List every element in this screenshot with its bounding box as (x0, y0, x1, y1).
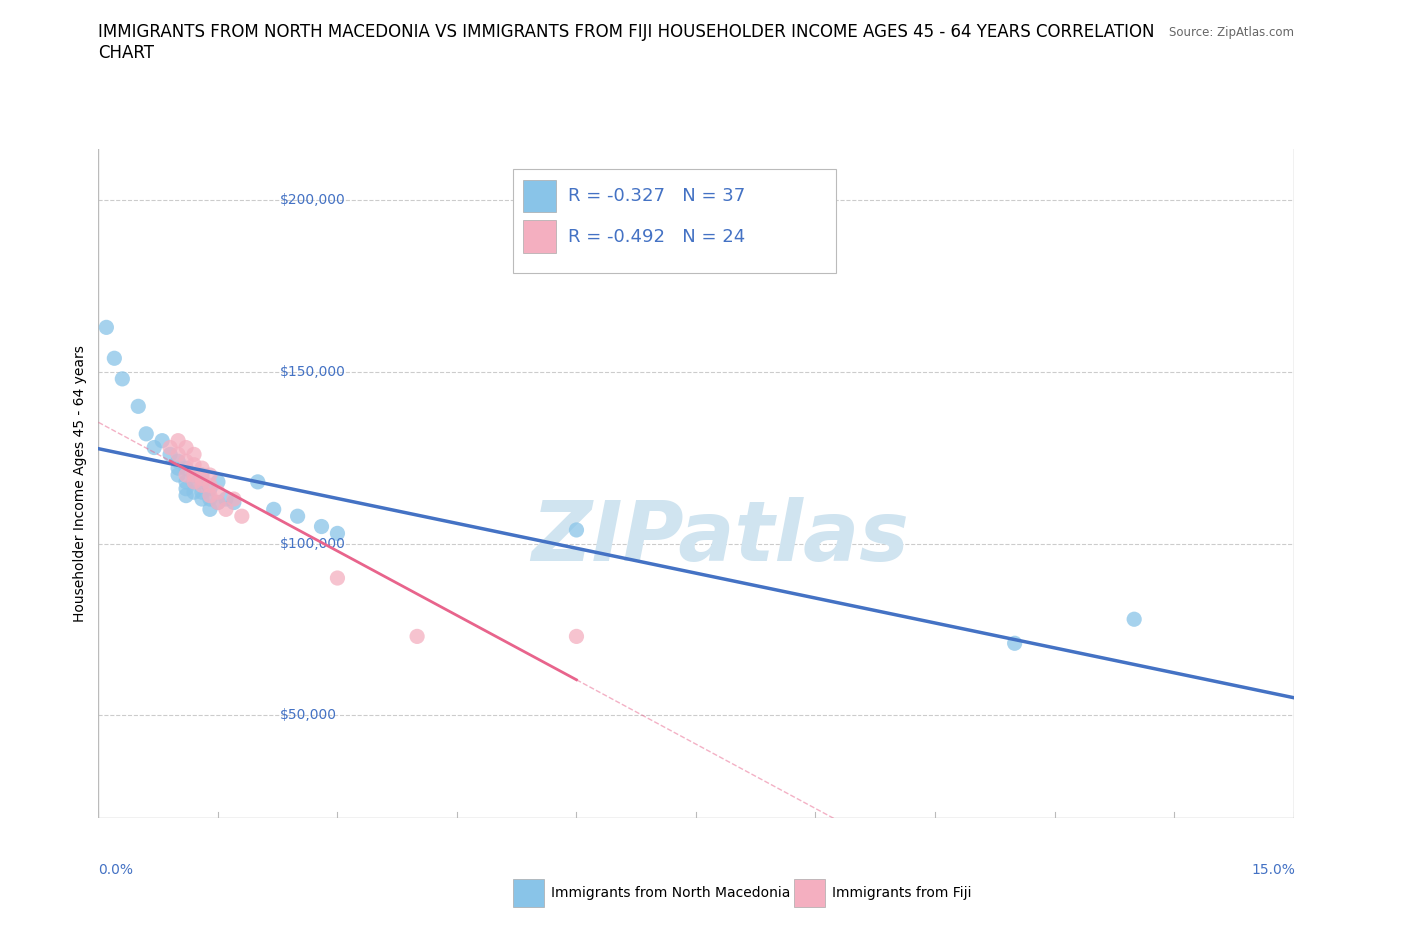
Point (191, 478, 214, 493)
Point (191, 471, 214, 485)
Text: $50,000: $50,000 (280, 709, 337, 723)
Point (1004, 636, 1026, 651)
Text: $150,000: $150,000 (280, 365, 346, 379)
Text: CHART: CHART (98, 44, 155, 61)
Point (103, 351, 125, 365)
Text: $200,000: $200,000 (280, 193, 346, 207)
Point (198, 492, 221, 507)
Point (174, 482, 197, 497)
Point (174, 468, 197, 483)
Point (143, 440, 166, 455)
Point (174, 460, 197, 475)
Point (287, 509, 309, 524)
Point (174, 454, 197, 469)
FancyBboxPatch shape (513, 169, 835, 272)
Point (198, 468, 221, 483)
Point (159, 440, 181, 455)
FancyBboxPatch shape (523, 180, 557, 212)
Text: ZIPatlas: ZIPatlas (531, 497, 908, 578)
Point (198, 482, 221, 497)
Point (183, 447, 205, 462)
Point (167, 468, 190, 483)
Point (326, 526, 349, 541)
Point (191, 468, 214, 483)
Point (183, 474, 205, 489)
Point (159, 447, 181, 462)
Y-axis label: Householder Income Ages 45 - 64 years: Householder Income Ages 45 - 64 years (73, 345, 87, 622)
Point (246, 474, 269, 489)
Point (174, 488, 197, 503)
Point (215, 502, 238, 517)
Text: Source: ZipAtlas.com: Source: ZipAtlas.com (1168, 26, 1294, 39)
Point (150, 433, 173, 448)
Point (183, 485, 205, 499)
Text: Immigrants from North Macedonia: Immigrants from North Macedonia (551, 885, 790, 900)
Point (191, 492, 214, 507)
Point (565, 629, 588, 644)
Point (207, 495, 229, 510)
Point (135, 426, 157, 441)
Point (326, 571, 349, 586)
Point (167, 460, 190, 475)
Point (111, 371, 134, 386)
Point (183, 468, 205, 483)
Point (96, 320, 118, 335)
Point (1123, 612, 1146, 627)
Point (174, 440, 197, 455)
Point (167, 454, 190, 469)
Text: R = -0.492   N = 24: R = -0.492 N = 24 (568, 228, 745, 246)
Text: 15.0%: 15.0% (1251, 863, 1295, 877)
Point (215, 492, 238, 507)
Point (231, 509, 253, 524)
Point (222, 492, 245, 507)
Text: IMMIGRANTS FROM NORTH MACEDONIA VS IMMIGRANTS FROM FIJI HOUSEHOLDER INCOME AGES : IMMIGRANTS FROM NORTH MACEDONIA VS IMMIG… (98, 23, 1154, 41)
Point (406, 629, 429, 644)
Point (311, 519, 333, 534)
Point (174, 474, 197, 489)
Text: R = -0.327   N = 37: R = -0.327 N = 37 (568, 187, 745, 206)
Point (183, 474, 205, 489)
Point (183, 458, 205, 472)
Point (167, 433, 190, 448)
Point (198, 502, 221, 517)
Text: $100,000: $100,000 (280, 537, 346, 551)
Point (263, 502, 285, 517)
FancyBboxPatch shape (523, 220, 557, 253)
Point (191, 485, 214, 499)
Point (222, 495, 245, 510)
Point (198, 488, 221, 503)
Point (183, 468, 205, 483)
Point (127, 399, 149, 414)
Text: 0.0%: 0.0% (98, 863, 134, 877)
Point (191, 460, 214, 475)
Point (191, 474, 214, 489)
Point (207, 474, 229, 489)
Point (207, 485, 229, 499)
Point (198, 478, 221, 493)
Point (565, 523, 588, 538)
Point (167, 447, 190, 462)
Text: Immigrants from Fiji: Immigrants from Fiji (832, 885, 972, 900)
Point (207, 495, 229, 510)
